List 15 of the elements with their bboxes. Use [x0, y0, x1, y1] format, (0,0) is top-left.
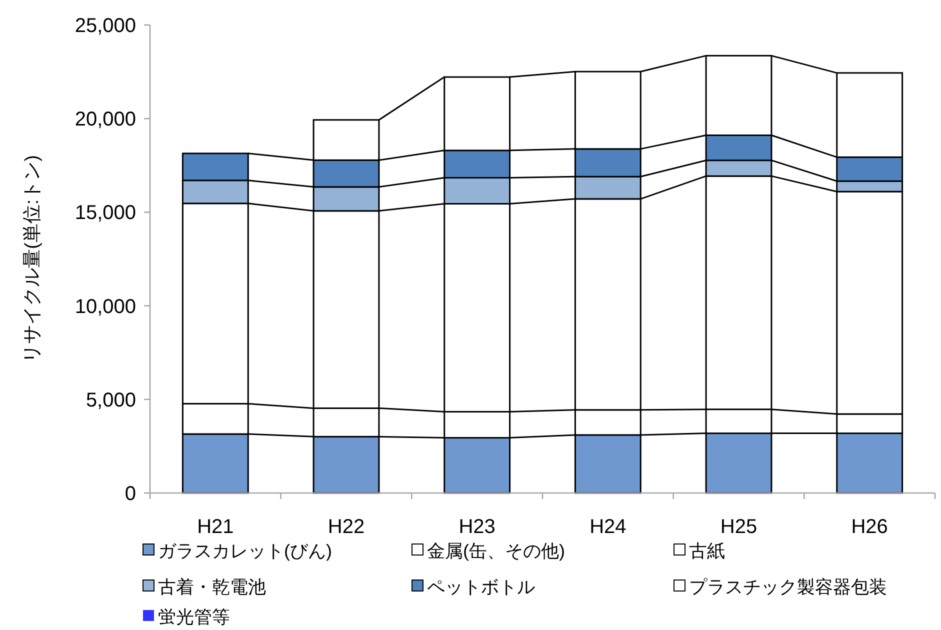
y-tick-label: 15,000 [74, 202, 136, 224]
x-tick-label: H24 [590, 516, 626, 538]
x-tick-label: H23 [458, 516, 496, 538]
y-tick-label: 10,000 [74, 296, 136, 318]
legend-label: 蛍光管等 [158, 607, 230, 627]
y-axis-title: リサイクル量(単位:トン) [22, 155, 43, 363]
x-tick-label: H25 [720, 516, 758, 538]
y-tick-label: 5,000 [86, 389, 136, 412]
legend-label: 古紙 [689, 541, 725, 561]
y-tick-label: 25,000 [74, 15, 136, 37]
x-tick-label: H22 [328, 516, 365, 538]
y-tick-label: 20,000 [74, 108, 136, 131]
x-tick-label: H26 [851, 516, 888, 538]
x-tick-label: H21 [197, 516, 234, 538]
y-tick-label: 0 [124, 483, 136, 505]
